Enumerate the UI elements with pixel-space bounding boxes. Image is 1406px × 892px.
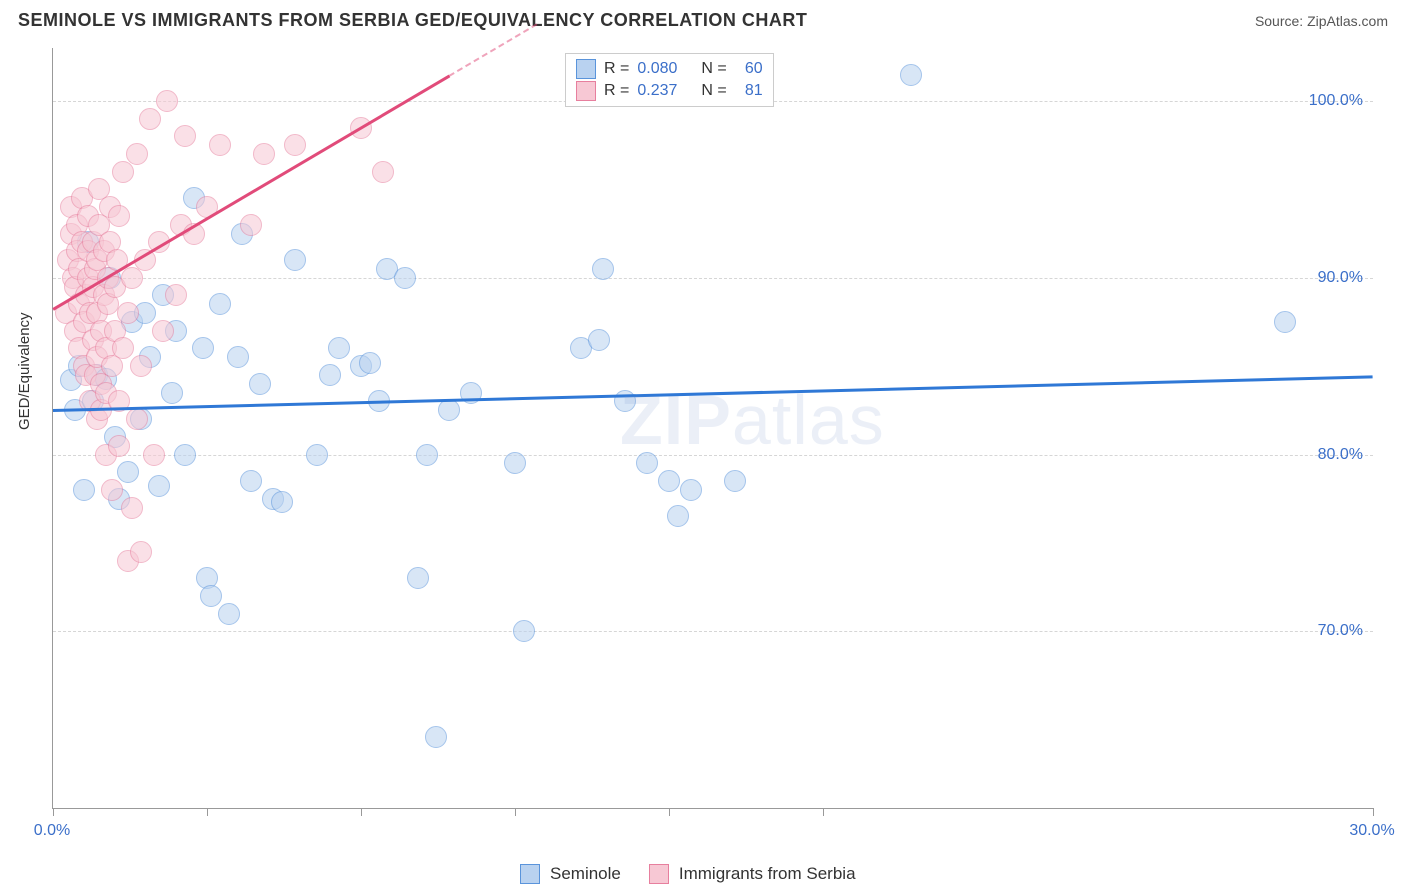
- data-point: [117, 461, 139, 483]
- data-point: [394, 267, 416, 289]
- x-tick: [53, 808, 54, 816]
- data-point: [284, 134, 306, 156]
- data-point: [319, 364, 341, 386]
- legend-row: R = 0.237 N = 81: [576, 80, 763, 102]
- x-tick: [361, 808, 362, 816]
- source-attribution: Source: ZipAtlas.com: [1255, 13, 1388, 29]
- legend-swatch: [576, 59, 596, 79]
- x-tick: [1373, 808, 1374, 816]
- data-point: [174, 125, 196, 147]
- data-point: [240, 214, 262, 236]
- legend-series-label: Immigrants from Serbia: [679, 864, 856, 884]
- gridline: [53, 278, 1373, 279]
- data-point: [513, 620, 535, 642]
- data-point: [209, 134, 231, 156]
- data-point: [121, 497, 143, 519]
- x-tick: [515, 808, 516, 816]
- x-tick-label: 30.0%: [1349, 822, 1394, 840]
- gridline: [53, 631, 1373, 632]
- data-point: [407, 567, 429, 589]
- data-point: [156, 90, 178, 112]
- data-point: [592, 258, 614, 280]
- data-point: [249, 373, 271, 395]
- data-point: [724, 470, 746, 492]
- data-point: [130, 355, 152, 377]
- data-point: [143, 444, 165, 466]
- legend-swatch: [576, 81, 596, 101]
- chart-title: SEMINOLE VS IMMIGRANTS FROM SERBIA GED/E…: [18, 10, 807, 31]
- data-point: [101, 479, 123, 501]
- data-point: [227, 346, 249, 368]
- legend-n-label: N =: [701, 60, 726, 78]
- data-point: [271, 491, 293, 513]
- legend-r-value: 0.237: [637, 82, 687, 100]
- legend-series-label: Seminole: [550, 864, 621, 884]
- legend-n-value: 60: [735, 60, 763, 78]
- data-point: [108, 205, 130, 227]
- y-tick-label: 90.0%: [1318, 269, 1363, 287]
- data-point: [200, 585, 222, 607]
- plot-area: 70.0% 80.0% 90.0% 100.0%: [52, 48, 1373, 809]
- x-tick: [823, 808, 824, 816]
- data-point: [174, 444, 196, 466]
- data-point: [636, 452, 658, 474]
- data-point: [425, 726, 447, 748]
- legend-row: R = 0.080 N = 60: [576, 58, 763, 80]
- series-legend: Seminole Immigrants from Serbia: [520, 864, 874, 884]
- x-tick: [669, 808, 670, 816]
- y-axis-label: GED/Equivalency: [16, 312, 33, 430]
- data-point: [504, 452, 526, 474]
- data-point: [130, 541, 152, 563]
- data-point: [126, 408, 148, 430]
- data-point: [139, 108, 161, 130]
- data-point: [148, 475, 170, 497]
- data-point: [680, 479, 702, 501]
- legend-r-label: R =: [604, 60, 629, 78]
- legend-n-label: N =: [701, 82, 726, 100]
- data-point: [126, 143, 148, 165]
- data-point: [306, 444, 328, 466]
- y-tick-label: 80.0%: [1318, 446, 1363, 464]
- data-point: [165, 284, 187, 306]
- y-tick-label: 100.0%: [1309, 92, 1363, 110]
- data-point: [588, 329, 610, 351]
- x-tick-label: 0.0%: [34, 822, 70, 840]
- legend-swatch: [649, 864, 669, 884]
- data-point: [108, 435, 130, 457]
- data-point: [112, 337, 134, 359]
- legend-swatch: [520, 864, 540, 884]
- gridline: [53, 455, 1373, 456]
- data-point: [667, 505, 689, 527]
- data-point: [209, 293, 231, 315]
- data-point: [658, 470, 680, 492]
- data-point: [359, 352, 381, 374]
- y-tick-label: 70.0%: [1318, 622, 1363, 640]
- legend-r-value: 0.080: [637, 60, 687, 78]
- data-point: [218, 603, 240, 625]
- data-point: [1274, 311, 1296, 333]
- data-point: [73, 479, 95, 501]
- data-point: [328, 337, 350, 359]
- data-point: [900, 64, 922, 86]
- data-point: [372, 161, 394, 183]
- legend-n-value: 81: [735, 82, 763, 100]
- data-point: [192, 337, 214, 359]
- data-point: [438, 399, 460, 421]
- correlation-legend: R = 0.080 N = 60 R = 0.237 N = 81: [565, 53, 774, 107]
- data-point: [416, 444, 438, 466]
- data-point: [161, 382, 183, 404]
- data-point: [117, 302, 139, 324]
- data-point: [253, 143, 275, 165]
- data-point: [240, 470, 262, 492]
- x-tick: [207, 808, 208, 816]
- legend-r-label: R =: [604, 82, 629, 100]
- data-point: [284, 249, 306, 271]
- data-point: [152, 320, 174, 342]
